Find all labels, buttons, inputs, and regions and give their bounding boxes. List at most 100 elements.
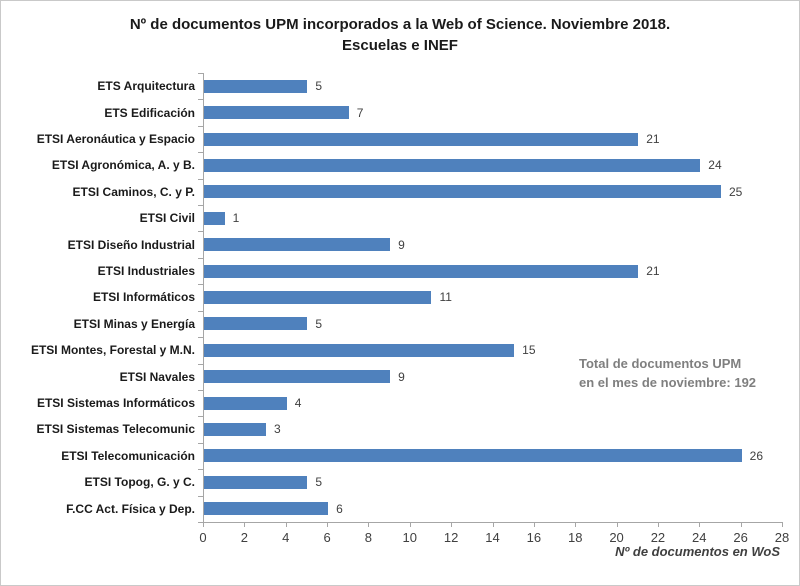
category-axis-line bbox=[203, 73, 204, 522]
bar-value-label: 1 bbox=[232, 211, 240, 226]
value-axis-tick bbox=[575, 522, 577, 527]
value-axis-tick bbox=[244, 522, 246, 527]
category-axis-tick bbox=[198, 337, 203, 339]
category-axis-tick bbox=[198, 205, 203, 207]
value-axis-tick-label: 24 bbox=[692, 530, 707, 545]
category-axis-tick bbox=[198, 178, 203, 180]
value-axis-tick bbox=[285, 522, 287, 527]
bar-value-label: 26 bbox=[749, 448, 763, 463]
category-label: ETSI Industriales bbox=[97, 264, 195, 279]
value-axis-tick-label: 28 bbox=[774, 530, 790, 545]
bar-value-label: 9 bbox=[398, 237, 405, 252]
bar-value-label: 24 bbox=[708, 158, 722, 173]
category-axis-tick bbox=[198, 231, 203, 233]
plot-area: 5 7 21 24 25 1 9 21 11 5 15 9 4 3 26 5 6 0 2 4 6 8 10 12 14 16 18… bbox=[198, 73, 789, 545]
category-label: ETSI Caminos, C. y P. bbox=[72, 184, 195, 199]
bar bbox=[204, 106, 349, 120]
category-axis-tick bbox=[198, 125, 203, 127]
bar bbox=[204, 317, 308, 331]
bar-value-label: 9 bbox=[398, 369, 405, 384]
chart-title: Nº de documentos UPM incorporados a la W… bbox=[1, 14, 799, 56]
category-axis-tick bbox=[198, 152, 203, 154]
bar-row: 9 bbox=[204, 231, 783, 257]
category-label: ETSI Telecomunicación bbox=[61, 448, 195, 463]
bar-row: 7 bbox=[204, 99, 783, 125]
bar-value-label: 4 bbox=[294, 396, 302, 411]
value-axis-tick bbox=[451, 522, 453, 527]
bar-row: 26 bbox=[204, 443, 783, 469]
bar-value-label: 7 bbox=[356, 105, 364, 120]
bar bbox=[204, 264, 639, 278]
total-annotation: Total de documentos UPM en el mes de nov… bbox=[579, 354, 756, 392]
bar bbox=[204, 502, 329, 516]
value-axis-tick-label: 14 bbox=[485, 530, 500, 545]
value-axis-tick-label: 0 bbox=[199, 530, 207, 545]
category-axis-tick bbox=[198, 99, 203, 101]
category-axis-tick bbox=[198, 442, 203, 444]
value-axis-tick bbox=[657, 522, 659, 527]
category-axis-tick bbox=[198, 257, 203, 259]
bar bbox=[204, 158, 701, 172]
category-axis-tick bbox=[198, 73, 203, 74]
value-axis-tick-label: 8 bbox=[364, 530, 373, 545]
bar bbox=[204, 211, 225, 225]
bar-value-label: 5 bbox=[315, 475, 323, 490]
category-label: ETSI Agronómica, A. y B. bbox=[51, 158, 195, 173]
value-axis-tick bbox=[492, 522, 494, 527]
category-label: ETS Arquitectura bbox=[97, 79, 195, 94]
category-label: ETSI Navales bbox=[119, 369, 195, 384]
value-axis-tick-label: 22 bbox=[650, 530, 666, 545]
bar-row: 25 bbox=[204, 179, 783, 205]
category-axis-labels: ETS Arquitectura ETS Edificación ETSI Aero… bbox=[1, 73, 195, 522]
category-axis-tick bbox=[198, 363, 203, 365]
value-axis-tick-label: 6 bbox=[323, 530, 331, 545]
chart-title-line1: Nº de documentos UPM incorporados a la W… bbox=[129, 16, 671, 33]
category-label: ETSI Sistemas Telecomunic bbox=[36, 422, 195, 437]
category-axis-tick bbox=[198, 522, 203, 523]
category-label: ETSI Sistemas Informáticos bbox=[36, 396, 195, 411]
bar bbox=[204, 449, 742, 463]
bar bbox=[204, 475, 308, 489]
value-axis-tick bbox=[203, 522, 204, 527]
category-label: ETS Edificación bbox=[104, 105, 195, 120]
bar bbox=[204, 132, 639, 146]
value-axis-tick-label: 18 bbox=[567, 530, 583, 545]
value-axis-title: Nº de documentos en WoS bbox=[615, 544, 780, 559]
bar-row: 24 bbox=[204, 152, 783, 178]
bar bbox=[204, 290, 432, 304]
bar bbox=[204, 238, 391, 252]
bar-row: 21 bbox=[204, 258, 783, 284]
bar-row: 5 bbox=[204, 311, 783, 337]
value-axis-tick-label: 26 bbox=[733, 530, 748, 545]
value-axis-tick bbox=[533, 522, 535, 527]
value-axis-tick bbox=[740, 522, 742, 527]
bar-value-label: 21 bbox=[646, 132, 660, 147]
bar-row: 1 bbox=[204, 205, 783, 231]
bar-value-label: 6 bbox=[336, 501, 343, 516]
value-axis-tick-label: 10 bbox=[402, 530, 418, 545]
bars-container: 5 7 21 24 25 1 9 21 11 5 15 9 4 3 26 5 6 bbox=[204, 73, 783, 522]
bar-row: 5 bbox=[204, 469, 783, 495]
category-label: ETSI Civil bbox=[139, 211, 195, 226]
value-axis-tick-label: 4 bbox=[282, 530, 290, 545]
bar bbox=[204, 370, 391, 384]
category-axis-tick bbox=[198, 416, 203, 418]
bar-value-label: 11 bbox=[439, 290, 452, 305]
value-axis-tick bbox=[368, 522, 370, 527]
bar bbox=[204, 343, 515, 357]
category-label: ETSI Aeronáutica y Espacio bbox=[36, 132, 195, 147]
value-axis-tick-label: 2 bbox=[240, 530, 248, 545]
category-label: ETSI Topog, G. y C. bbox=[84, 475, 195, 490]
bar-row: 3 bbox=[204, 416, 783, 442]
bar-value-label: 3 bbox=[274, 422, 281, 437]
category-axis-tick bbox=[198, 469, 203, 471]
bar bbox=[204, 79, 308, 93]
bar-row: 21 bbox=[204, 126, 783, 152]
bar-value-label: 15 bbox=[522, 343, 536, 358]
category-label: F.CC Act. Física y Dep. bbox=[66, 501, 195, 516]
category-axis-tick bbox=[198, 310, 203, 312]
category-label: ETSI Minas y Energía bbox=[73, 316, 195, 331]
value-axis-tick bbox=[409, 522, 411, 527]
value-axis-tick bbox=[616, 522, 618, 527]
